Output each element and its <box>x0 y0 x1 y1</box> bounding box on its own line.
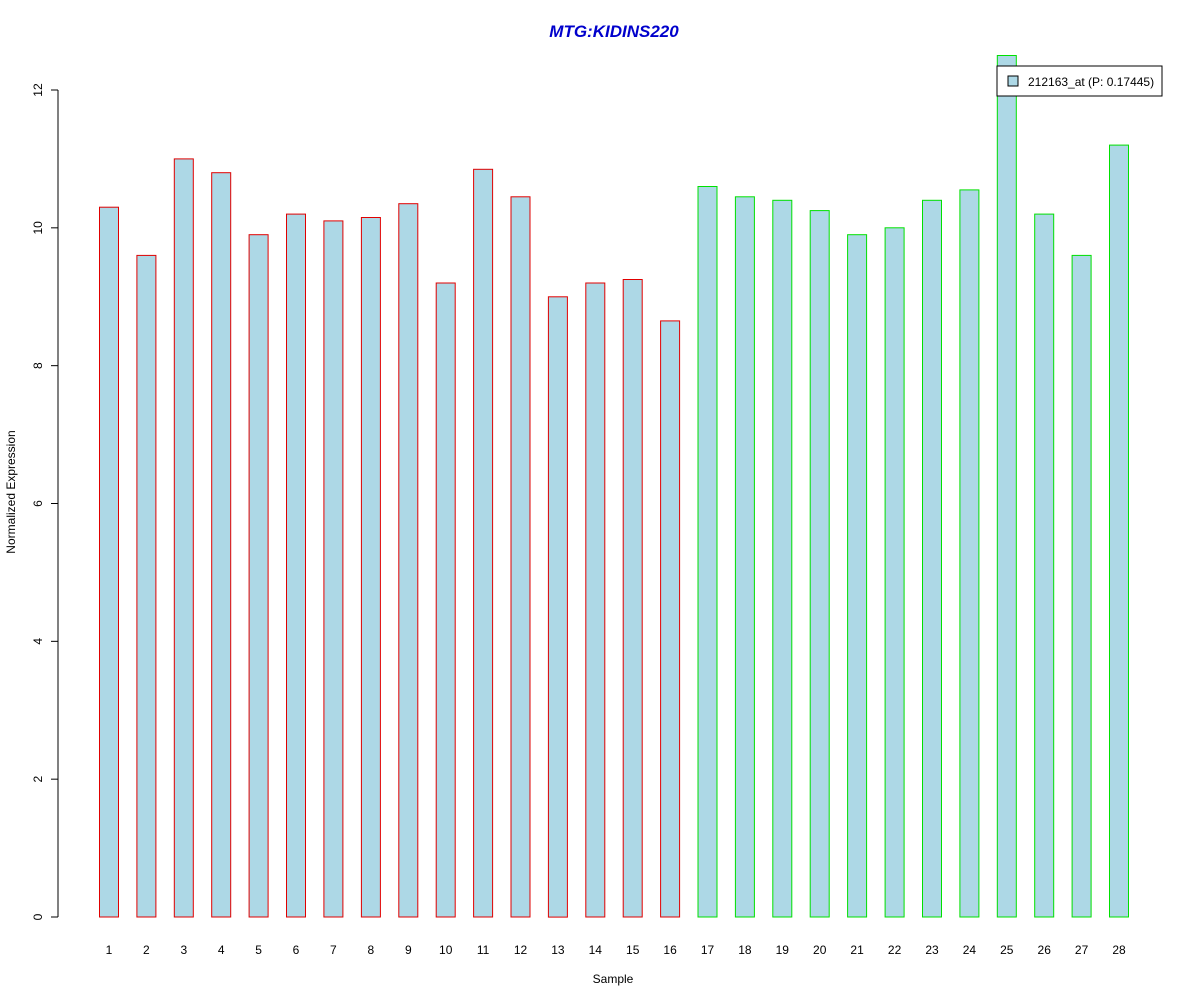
x-tick-label: 6 <box>293 943 300 957</box>
bar-sample-19 <box>772 199 793 918</box>
y-axis-label: Normalized Expression <box>4 430 18 553</box>
x-tick-label: 22 <box>888 943 902 957</box>
x-tick-label: 20 <box>813 943 827 957</box>
x-tick-label: 14 <box>589 943 603 957</box>
x-tick-label: 7 <box>330 943 337 957</box>
bar-sample-25 <box>996 55 1017 918</box>
bar-sample-6 <box>286 213 306 918</box>
x-tick-label: 18 <box>738 943 752 957</box>
bar-sample-26 <box>1034 213 1055 918</box>
x-tick-label: 9 <box>405 943 412 957</box>
x-axis-label: Sample <box>593 972 634 986</box>
bar-sample-22 <box>884 227 905 918</box>
x-tick-label: 21 <box>850 943 864 957</box>
bar-sample-5 <box>248 234 269 918</box>
x-tick-label: 24 <box>963 943 977 957</box>
bar-sample-17 <box>697 186 718 918</box>
y-tick-label: 2 <box>31 776 45 783</box>
bar-sample-9 <box>398 203 419 918</box>
y-tick-label: 8 <box>31 362 45 369</box>
x-tick-label: 4 <box>218 943 225 957</box>
bar-sample-23 <box>922 199 942 918</box>
x-tick-labels: 1 2 3 4 5 6 7 8 9 10 11 12 13 14 15 16 17 18 19 20 21 22 23 24 2… <box>106 943 1126 957</box>
bar-sample-12 <box>510 196 531 918</box>
y-tick-label: 12 <box>31 83 45 97</box>
legend-swatch <box>1007 75 1019 87</box>
bar-sample-8 <box>360 217 381 918</box>
chart-title: MTG:KIDINS220 <box>549 22 679 41</box>
bar-sample-14 <box>585 282 606 918</box>
y-tick-label: 10 <box>31 221 45 235</box>
x-tick-label: 5 <box>255 943 262 957</box>
bar-sample-18 <box>734 196 755 918</box>
bar-sample-3 <box>173 158 194 918</box>
bar-sample-15 <box>622 279 643 918</box>
legend-label: 212163_at (P: 0.17445) <box>1028 75 1154 89</box>
bar-sample-13 <box>547 296 568 918</box>
x-tick-label: 27 <box>1075 943 1089 957</box>
x-tick-label: 11 <box>477 943 490 957</box>
x-tick-label: 1 <box>106 943 113 957</box>
bar-sample-4 <box>211 172 232 918</box>
bar-sample-10 <box>435 282 456 918</box>
legend-box <box>996 65 1163 97</box>
x-tick-label: 12 <box>514 943 528 957</box>
bar-sample-28 <box>1109 144 1129 918</box>
x-tick-label: 25 <box>1000 943 1014 957</box>
bar-sample-2 <box>136 254 157 918</box>
bars <box>99 55 1129 918</box>
bar-sample-24 <box>959 189 980 918</box>
x-tick-label: 19 <box>776 943 790 957</box>
x-tick-label: 8 <box>368 943 375 957</box>
y-tick-label: 0 <box>31 913 45 920</box>
y-tick-label: 4 <box>31 638 45 645</box>
bar-sample-20 <box>809 210 830 918</box>
x-tick-label: 15 <box>626 943 640 957</box>
bar-sample-16 <box>660 320 681 918</box>
x-tick-label: 13 <box>551 943 565 957</box>
x-tick-label: 28 <box>1112 943 1126 957</box>
x-tick-label: 2 <box>143 943 150 957</box>
x-tick-label: 10 <box>439 943 453 957</box>
x-tick-label: 17 <box>701 943 715 957</box>
bar-sample-21 <box>847 234 868 918</box>
bar-sample-27 <box>1071 254 1092 918</box>
y-axis: 0 2 4 6 8 10 12 <box>31 83 59 920</box>
x-tick-label: 26 <box>1038 943 1052 957</box>
bar-sample-11 <box>473 168 494 918</box>
y-tick-label: 6 <box>31 500 45 507</box>
x-tick-label: 23 <box>925 943 939 957</box>
x-tick-label: 16 <box>663 943 677 957</box>
bar-sample-1 <box>99 206 119 918</box>
legend: 212163_at (P: 0.17445) <box>996 65 1163 97</box>
x-tick-label: 3 <box>180 943 187 957</box>
bar-sample-7 <box>323 220 344 918</box>
